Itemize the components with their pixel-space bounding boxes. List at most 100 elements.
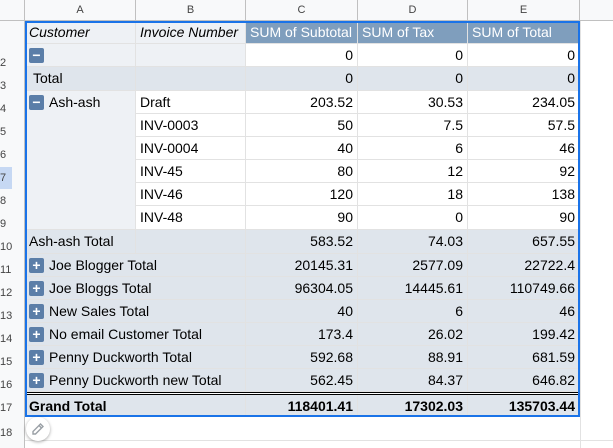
tax-cell[interactable]: 88.91: [358, 346, 468, 369]
total-cell[interactable]: 234.05: [468, 91, 580, 114]
subtotal-cell[interactable]: 592.68: [246, 346, 358, 369]
column-header-b[interactable]: B: [136, 0, 246, 20]
tax-cell[interactable]: 2577.09: [358, 254, 468, 277]
table-cell[interactable]: [136, 44, 246, 67]
row-number[interactable]: 7: [0, 167, 12, 189]
total-subtotal[interactable]: 0: [246, 67, 358, 91]
empty-column-f[interactable]: [580, 21, 613, 448]
invoice-cell[interactable]: INV-48: [136, 206, 246, 230]
grand-subtotal[interactable]: 118401.41: [246, 395, 358, 417]
grand-total[interactable]: 135703.44: [468, 395, 580, 417]
row-number[interactable]: 2: [0, 57, 7, 69]
blank-subtotal[interactable]: 0: [246, 44, 358, 67]
total-cell[interactable]: 57.5: [468, 114, 580, 137]
ash-ash-total-label[interactable]: Ash-ash Total: [25, 230, 136, 254]
tax-cell[interactable]: 26.02: [358, 323, 468, 346]
total-cell[interactable]: 46: [468, 137, 580, 160]
total-total[interactable]: 0: [468, 67, 580, 91]
group-row-no-email-customer[interactable]: + No email Customer Total: [25, 323, 246, 346]
subtotal-cell[interactable]: 80: [246, 160, 358, 183]
subtotal-cell[interactable]: 90: [246, 206, 358, 230]
expand-icon[interactable]: +: [29, 280, 44, 296]
total-cell[interactable]: 199.42: [468, 323, 580, 346]
row-number[interactable]: 18: [0, 427, 12, 439]
row-number[interactable]: 4: [0, 103, 7, 115]
row-number[interactable]: 8: [0, 195, 7, 207]
column-header-d[interactable]: D: [358, 0, 468, 20]
group-row-penny-duckworth-new[interactable]: + Penny Duckworth new Total: [25, 369, 246, 392]
blank-tax[interactable]: 0: [358, 44, 468, 67]
collapse-icon[interactable]: −: [29, 47, 44, 63]
subtotal-cell[interactable]: 40: [246, 137, 358, 160]
subtotal-cell[interactable]: 20145.31: [246, 254, 358, 277]
expand-icon[interactable]: +: [29, 372, 44, 388]
header-sum-tax[interactable]: SUM of Tax: [358, 21, 468, 44]
group-row-joe-blogger[interactable]: + Joe Blogger Total: [25, 254, 246, 277]
subtotal-cell[interactable]: 50: [246, 114, 358, 137]
total-row-label[interactable]: Total: [25, 67, 136, 91]
row-number[interactable]: 12: [0, 287, 12, 299]
expand-icon[interactable]: +: [29, 349, 44, 365]
row-number[interactable]: 14: [0, 333, 12, 345]
subtotal-cell[interactable]: 120: [246, 183, 358, 206]
row-number[interactable]: 5: [0, 126, 7, 138]
invoice-cell[interactable]: Draft: [136, 91, 246, 114]
invoice-cell[interactable]: INV-0004: [136, 137, 246, 160]
column-header-c[interactable]: C: [246, 0, 358, 20]
group-row-new-sales[interactable]: + New Sales Total: [25, 300, 246, 323]
row-number[interactable]: 13: [0, 310, 12, 322]
total-cell[interactable]: 46: [468, 300, 580, 323]
tax-cell[interactable]: 12: [358, 160, 468, 183]
total-tax[interactable]: 0: [358, 67, 468, 91]
subtotal-cell[interactable]: 40: [246, 300, 358, 323]
total-cell[interactable]: 657.55: [468, 230, 580, 254]
expand-icon[interactable]: +: [29, 326, 44, 342]
header-customer[interactable]: Customer: [25, 21, 136, 44]
total-cell[interactable]: 646.82: [468, 369, 580, 392]
header-invoice-number[interactable]: Invoice Number: [136, 21, 246, 44]
column-header-e[interactable]: E: [468, 0, 580, 20]
row-number[interactable]: 11: [0, 264, 12, 276]
invoice-cell[interactable]: INV-45: [136, 160, 246, 183]
total-cell[interactable]: 92: [468, 160, 580, 183]
row-number[interactable]: 16: [0, 379, 12, 391]
select-all-corner[interactable]: [0, 0, 25, 20]
row-number[interactable]: 10: [0, 241, 12, 253]
subtotal-cell[interactable]: 96304.05: [246, 277, 358, 300]
total-cell[interactable]: 90: [468, 206, 580, 230]
row-number[interactable]: 9: [0, 218, 7, 230]
subtotal-cell[interactable]: 173.4: [246, 323, 358, 346]
row-number[interactable]: 6: [0, 149, 7, 161]
expand-icon[interactable]: +: [29, 257, 44, 273]
subtotal-cell[interactable]: 562.45: [246, 369, 358, 392]
grand-total-label[interactable]: Grand Total: [25, 395, 246, 417]
table-cell[interactable]: [136, 67, 246, 91]
tax-cell[interactable]: 7.5: [358, 114, 468, 137]
tax-cell[interactable]: 6: [358, 300, 468, 323]
subtotal-cell[interactable]: 203.52: [246, 91, 358, 114]
tax-cell[interactable]: 18: [358, 183, 468, 206]
group-row-joe-bloggs[interactable]: + Joe Bloggs Total: [25, 277, 246, 300]
invoice-cell[interactable]: INV-0003: [136, 114, 246, 137]
group-row-penny-duckworth[interactable]: + Penny Duckworth Total: [25, 346, 246, 369]
total-cell[interactable]: 681.59: [468, 346, 580, 369]
expand-icon[interactable]: +: [29, 303, 44, 319]
invoice-cell[interactable]: INV-46: [136, 183, 246, 206]
total-cell[interactable]: 22722.4: [468, 254, 580, 277]
column-header-a[interactable]: A: [25, 0, 136, 20]
group-label-ash-ash[interactable]: − Ash-ash: [25, 91, 136, 230]
tax-cell[interactable]: 0: [358, 206, 468, 230]
collapse-icon[interactable]: −: [29, 94, 44, 110]
grand-tax[interactable]: 17302.03: [358, 395, 468, 417]
blank-total[interactable]: 0: [468, 44, 580, 67]
row-number[interactable]: 3: [0, 80, 7, 92]
row-number[interactable]: 15: [0, 356, 12, 368]
table-cell[interactable]: [136, 230, 246, 254]
row-number[interactable]: 17: [0, 402, 12, 414]
subtotal-cell[interactable]: 583.52: [246, 230, 358, 254]
total-cell[interactable]: 110749.66: [468, 277, 580, 300]
tax-cell[interactable]: 14445.61: [358, 277, 468, 300]
header-sum-total[interactable]: SUM of Total: [468, 21, 580, 44]
blank-group-row[interactable]: −: [25, 44, 136, 67]
tax-cell[interactable]: 30.53: [358, 91, 468, 114]
